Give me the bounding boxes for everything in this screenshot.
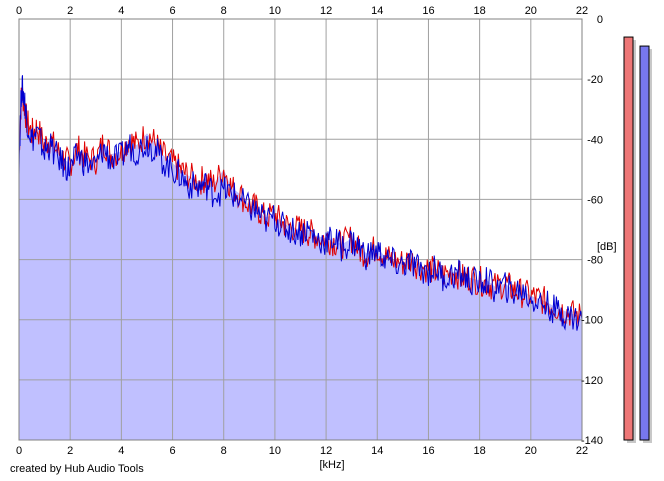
bottom-x-tick-labels: 0 2 4 6 8 10 12 14 16 18 20 22: [16, 445, 588, 457]
x-axis-label: [kHz]: [319, 459, 344, 471]
top-x-tick-8: 16: [422, 5, 434, 17]
bottom-x-tick-7: 14: [371, 445, 383, 457]
series-layer: [18, 75, 583, 331]
y-tick-6: -120: [581, 375, 603, 387]
bottom-x-tick-10: 20: [525, 445, 537, 457]
top-x-tick-0: 0: [16, 5, 22, 17]
bottom-x-tick-8: 16: [422, 445, 434, 457]
spectrum-area-fill: [19, 85, 582, 440]
y-tick-0: 0: [597, 14, 603, 26]
top-x-tick-11: 22: [576, 5, 588, 17]
bottom-x-tick-4: 8: [221, 445, 227, 457]
top-x-tick-labels: 0 2 4 6 8 10 12 14 16 18 20 22: [16, 5, 588, 17]
series-line-0: [18, 87, 583, 327]
top-x-tick-2: 4: [118, 5, 124, 17]
y-tick-5: -100: [581, 315, 603, 327]
top-x-tick-10: 20: [525, 5, 537, 17]
level-meter-0: [623, 36, 634, 441]
y-tick-7: -140: [581, 435, 603, 447]
bottom-x-tick-3: 6: [169, 445, 175, 457]
top-x-tick-5: 10: [269, 5, 281, 17]
level-meters: [623, 36, 652, 444]
level-meter-1: [639, 45, 650, 441]
bottom-x-tick-9: 18: [474, 445, 486, 457]
top-x-tick-4: 8: [221, 5, 227, 17]
bottom-x-tick-11: 22: [576, 445, 588, 457]
y-tick-labels: 0 -20 -40 -60 -80 -100 -120 -140: [581, 14, 603, 447]
y-tick-4: -80: [587, 255, 603, 267]
bottom-x-tick-6: 12: [320, 445, 332, 457]
y-tick-1: -20: [587, 74, 603, 86]
top-x-tick-6: 12: [320, 5, 332, 17]
bottom-x-tick-1: 2: [67, 445, 73, 457]
top-x-tick-9: 18: [474, 5, 486, 17]
top-x-tick-1: 2: [67, 5, 73, 17]
bottom-x-tick-2: 4: [118, 445, 124, 457]
y-axis-label: [dB]: [597, 241, 617, 253]
bottom-x-tick-5: 10: [269, 445, 281, 457]
y-tick-3: -60: [587, 194, 603, 206]
series-line-1: [18, 75, 583, 331]
bottom-x-tick-0: 0: [16, 445, 22, 457]
top-x-tick-7: 14: [371, 5, 383, 17]
top-x-tick-3: 6: [169, 5, 175, 17]
credit-text: created by Hub Audio Tools: [10, 463, 144, 475]
y-tick-2: -40: [587, 134, 603, 146]
plot-frame: [18, 18, 583, 441]
